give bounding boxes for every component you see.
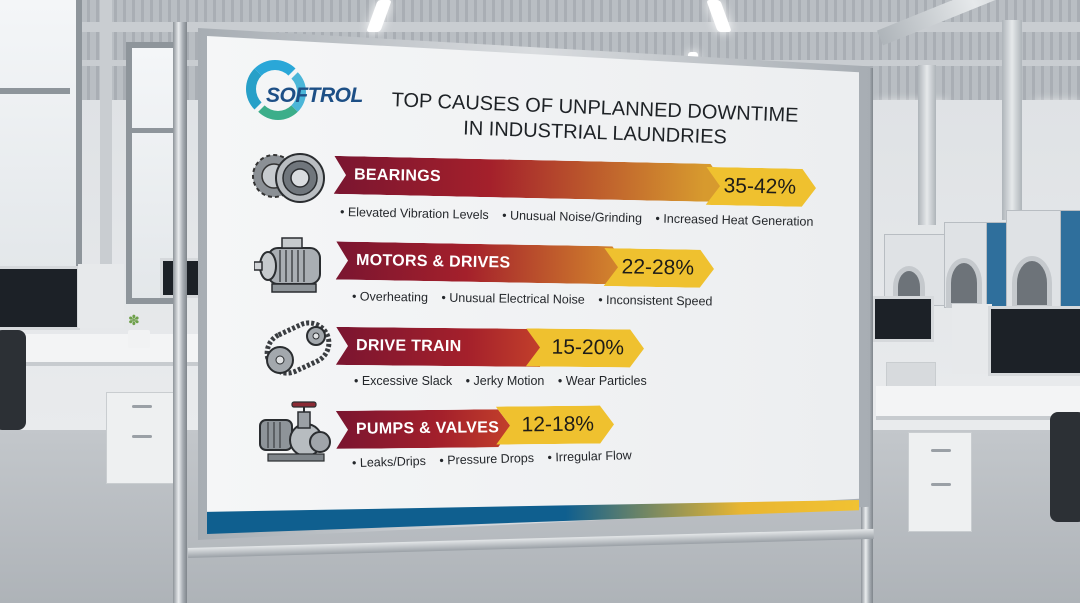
logo-swirl [250,64,306,120]
symptom: • Wear Particles [557,374,647,388]
wall-column [100,0,112,300]
cause-label: MOTORS & DRIVES [355,251,511,272]
symptom: • Unusual Noise/Grinding [502,208,643,226]
office-chair [1050,412,1080,522]
cause-percent: 35-42% [723,174,797,199]
percent-badge: 35-42% [706,167,817,207]
cause-bar: DRIVE TRAIN [336,327,554,367]
symptom-list: • Excessive Slack • Jerky Motion • Wear … [354,374,657,388]
monitor-back [78,264,124,328]
symptom: • Irregular Flow [547,448,632,465]
monitor [872,296,934,342]
drawer-handle [132,405,152,408]
cause-percent: 15-20% [551,335,625,360]
desk [0,334,205,366]
drawer-handle [931,449,951,452]
ceiling-beam [0,22,1080,32]
dryer-door [946,258,982,308]
cause-percent: 12-18% [521,412,595,437]
filing-cabinet [908,432,972,532]
window-mullion [0,88,70,94]
exhaust-duct [1002,20,1022,220]
office-chair [0,330,26,430]
percent-badge: 15-20% [526,328,644,367]
symptom: • Overheating [351,289,429,305]
bearing-gear-icon [252,153,325,203]
cause-label: DRIVE TRAIN [355,337,462,356]
monitor [0,266,80,330]
drawer-handle [931,483,951,486]
cause-label: BEARINGS [353,166,442,186]
softrol-logo [244,58,310,124]
plant: ✽ [128,312,140,328]
cause-bar: PUMPS & VALVES [336,409,512,449]
filing-cabinet [106,392,178,484]
stand-pole-left [173,22,187,603]
monitor [988,306,1080,376]
symptom: • Jerky Motion [465,374,545,388]
symptom: • Inconsistent Speed [598,292,713,309]
desk [876,386,1080,420]
percent-badge: 12-18% [496,405,614,444]
window-mullion [126,128,178,133]
cause-bar: MOTORS & DRIVES [336,241,627,284]
percent-badge: 22-28% [604,248,715,288]
cause-label: PUMPS & VALVES [355,419,500,438]
symptom: • Excessive Slack [354,374,453,388]
chain-sprocket-icon [264,320,332,376]
symptom: • Leaks/Drips [351,453,427,471]
electric-motor-icon [254,237,321,293]
cause-percent: 22-28% [621,255,695,280]
pump-valve-icon [259,401,331,462]
symptom: • Unusual Electrical Noise [441,290,585,307]
window [0,0,82,276]
plant-pot [128,330,150,348]
exhaust-duct [918,65,936,225]
dryer-door [1012,256,1052,310]
industrial-dryer-panel [1060,210,1080,308]
symptom: • Pressure Drops [439,450,535,468]
logo-text: SOFTROL [266,84,363,107]
monitor-back [952,304,992,374]
drawer-handle [132,435,152,438]
